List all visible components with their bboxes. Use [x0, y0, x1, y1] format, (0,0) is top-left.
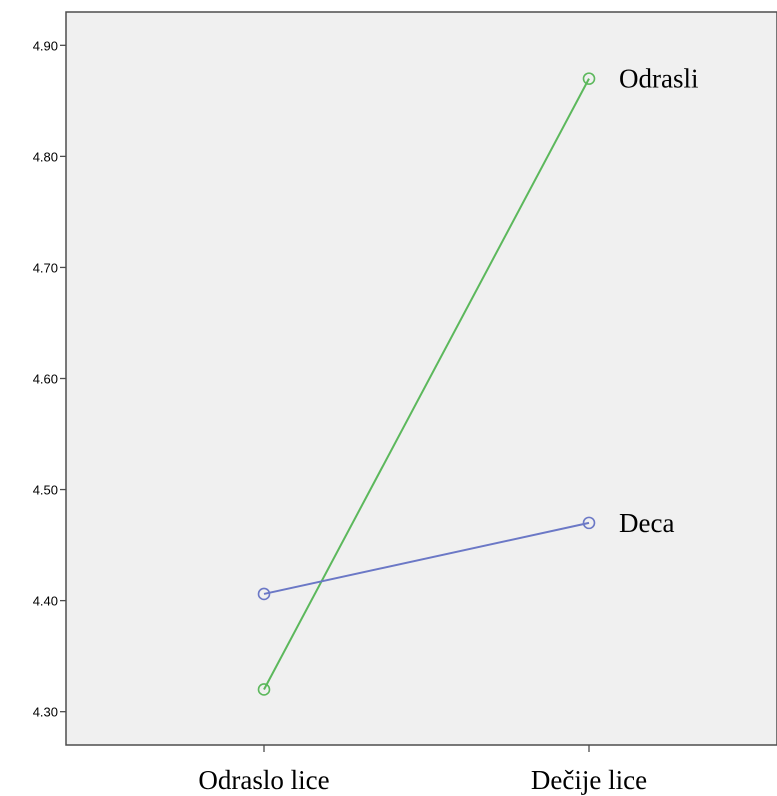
- y-tick-label: 4.50: [33, 483, 58, 498]
- series-points: [257, 72, 596, 696]
- x-category-label: Dečije lice: [531, 765, 647, 795]
- series-label-deca: Deca: [619, 508, 674, 538]
- x-axis: Odraslo lice Dečije lice: [198, 745, 647, 795]
- y-tick-label: 4.80: [33, 149, 58, 164]
- data-point-deca: [257, 587, 271, 601]
- plot-area: [65, 11, 777, 746]
- y-tick-label: 4.40: [33, 594, 58, 609]
- y-axis: 4.30 4.40 4.50 4.60 4.70 4.80 4.90: [33, 38, 66, 720]
- y-tick-label: 4.90: [33, 38, 58, 53]
- x-category-label: Odraslo lice: [198, 765, 329, 795]
- y-tick-label: 4.30: [33, 705, 58, 720]
- series-line-deca: [263, 521, 590, 595]
- data-point-odrasli: [257, 683, 271, 696]
- data-point-odrasli: [582, 72, 596, 85]
- series-label-odrasli: Odrasli: [619, 64, 698, 94]
- series-lines: [263, 78, 590, 690]
- y-tick-label: 4.70: [33, 260, 58, 275]
- series-line-odrasli: [263, 78, 590, 690]
- y-tick-label: 4.60: [33, 372, 58, 387]
- data-point-deca: [582, 516, 596, 530]
- series-labels: Odrasli Deca: [619, 64, 698, 538]
